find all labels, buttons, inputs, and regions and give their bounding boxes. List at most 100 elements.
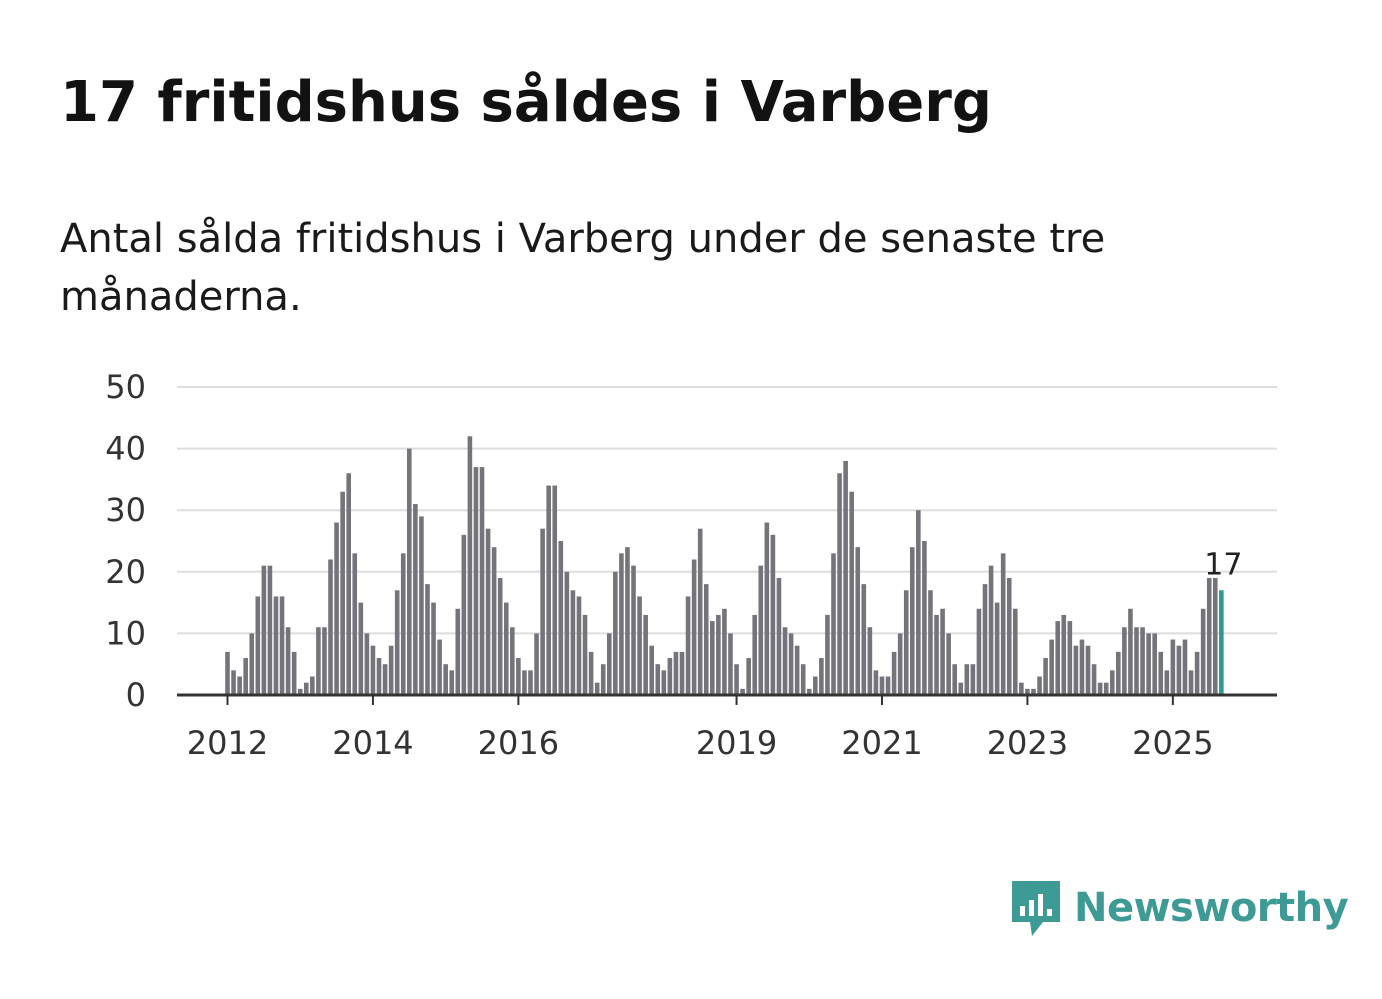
bar [806,688,812,695]
bar [710,621,715,695]
bar [534,633,539,695]
bar [1091,664,1097,695]
bar [764,522,770,695]
bar [1061,614,1067,695]
bar [1067,621,1073,695]
bar [1103,682,1109,695]
bar [1140,627,1145,695]
bar [425,584,430,695]
bar [982,584,988,695]
bar [843,460,848,695]
bar [1037,676,1042,695]
x-tick-label: 2016 [478,724,559,762]
bar [740,688,745,695]
bar [879,676,885,695]
bar [922,541,927,695]
y-tick-label: 30 [105,491,146,529]
bar [479,467,485,695]
y-tick-label: 20 [105,553,146,591]
bar [1212,577,1218,695]
x-tick-label: 2019 [696,724,777,762]
bar [1025,688,1030,695]
bar [1031,688,1036,695]
bar [867,627,873,695]
bar [455,608,461,695]
bar [249,633,255,695]
bar [649,645,654,695]
newsworthy-logo-icon [1012,881,1060,936]
bar [794,645,800,695]
bar [825,614,830,695]
bar [1158,651,1164,695]
bar [788,633,794,695]
bar [1122,627,1127,695]
bar [776,577,782,695]
bar [461,534,467,695]
bar [413,504,418,695]
bar [643,614,648,695]
bar [473,467,479,695]
y-tick-label: 10 [105,614,146,652]
bar [340,491,345,695]
bar [503,602,509,695]
x-tick-label: 2012 [187,724,268,762]
bar [303,682,309,695]
bar [267,565,273,695]
bar [310,676,315,695]
x-tick-label: 2014 [332,724,413,762]
bar [885,676,891,695]
bar [328,559,333,695]
bar [661,670,667,695]
bar [407,448,412,695]
bar [970,664,976,695]
bar [831,553,836,695]
bar [861,584,867,695]
brand-name: Newsworthy [1074,885,1349,931]
bar [552,485,558,695]
bar [334,522,339,695]
bar [491,547,497,695]
bar [770,534,776,695]
bar [728,633,733,695]
bar [431,602,436,695]
bar [1146,633,1151,695]
bar [722,608,727,695]
bar [891,651,897,695]
bar [1109,670,1115,695]
bar [382,664,388,695]
bar [231,670,236,695]
bar [1188,670,1194,695]
bar [752,614,758,695]
x-tick-label: 2023 [987,724,1068,762]
chart-title: 17 fritidshus såldes i Varberg [60,70,992,135]
bar [546,485,551,695]
bar [800,664,806,695]
bar [1182,639,1188,695]
bar [1073,645,1079,695]
bar [1206,577,1212,695]
bar [510,627,515,695]
bar [346,473,351,695]
bar-chart: 0 10 20 30 40 50 17 2012 2014 2016 2019 2021 2023 202… [105,368,1277,762]
bar [746,658,751,695]
bar [619,553,624,695]
bar [594,682,600,695]
bar [358,602,364,695]
bar [655,664,661,695]
bar [909,547,915,695]
bar [1006,577,1012,695]
bar [400,553,406,695]
bar [625,547,630,695]
bar [588,651,594,695]
bar [734,664,739,695]
bar [261,565,267,695]
bar [291,651,297,695]
bar [1097,682,1103,695]
bar [837,473,842,695]
bar [558,541,564,695]
bar [1116,651,1121,695]
bar [1043,658,1048,695]
bar [437,639,442,695]
chart-subtitle: Antal sålda fritidshus i Varberg under d… [60,216,1106,320]
bar [1019,682,1024,695]
